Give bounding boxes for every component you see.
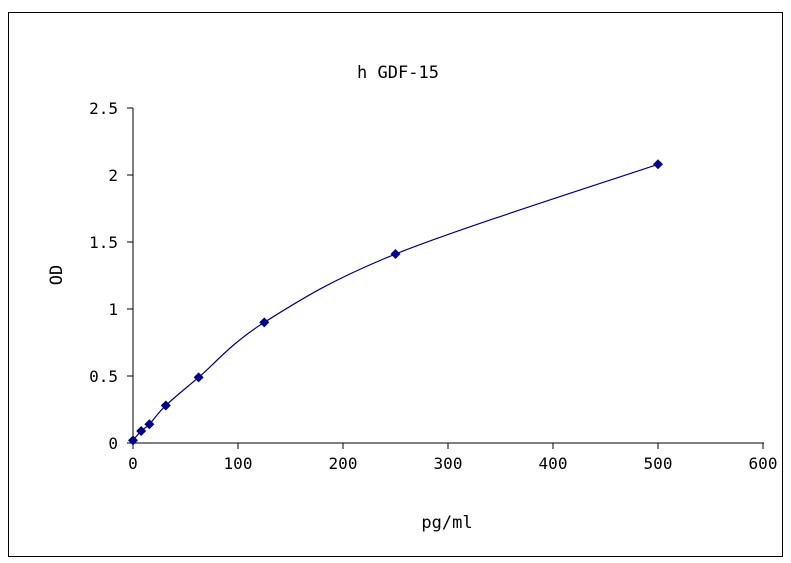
x-axis-title: pg/ml [421, 513, 472, 533]
y-tick-label: 2.5 [89, 99, 118, 118]
chart-title: h GDF-15 [357, 63, 439, 83]
axes [132, 108, 764, 444]
x-tick-label: 200 [329, 454, 358, 473]
data-point [128, 435, 138, 446]
data-point [390, 249, 401, 260]
y-tick-label: 0.5 [89, 367, 118, 386]
series-curve [132, 163, 659, 441]
ticks: 0 100 200 300 400 500 600 0 0.5 1 1.5 2 2.5 [89, 99, 777, 473]
y-tick-label: 2 [108, 166, 118, 185]
chart-frame [8, 12, 783, 557]
y-tick-label: 0 [108, 434, 118, 453]
x-tick-label: 400 [539, 454, 568, 473]
y-axis-title: OD [47, 265, 67, 285]
data-point [259, 317, 270, 328]
data-point [160, 400, 171, 411]
y-tick-label: 1.5 [89, 233, 118, 252]
series [128, 159, 663, 446]
data-point [653, 159, 663, 170]
x-tick-label: 100 [224, 454, 253, 473]
x-tick-label: 0 [128, 454, 138, 473]
data-point [144, 419, 155, 430]
x-tick-label: 600 [749, 454, 778, 473]
x-tick-label: 500 [644, 454, 673, 473]
y-tick-label: 1 [108, 300, 118, 319]
data-point [193, 372, 204, 383]
data-point [136, 425, 147, 436]
x-tick-label: 300 [434, 454, 463, 473]
